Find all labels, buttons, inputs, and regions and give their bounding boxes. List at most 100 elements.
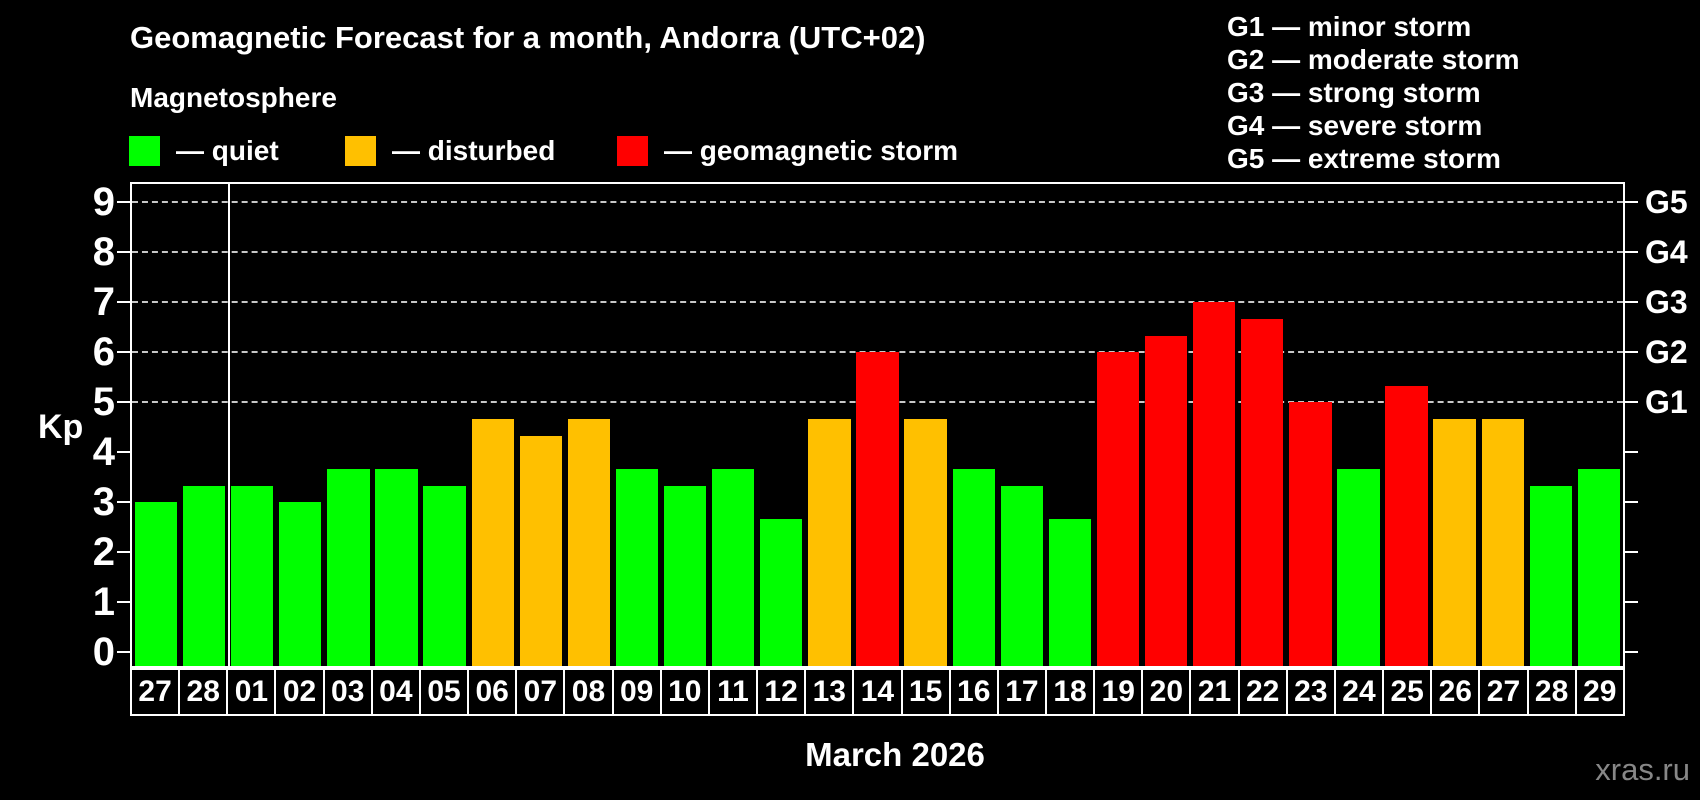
right-axis-tick bbox=[1625, 251, 1638, 253]
y-axis-tick bbox=[117, 601, 130, 603]
day-label: 17 bbox=[996, 670, 1045, 714]
x-axis-title: March 2026 bbox=[805, 736, 985, 773]
right-axis-tick bbox=[1625, 351, 1638, 353]
watermark: xras.ru bbox=[1595, 752, 1690, 787]
day-label: 09 bbox=[611, 670, 660, 714]
day-label: 20 bbox=[1141, 670, 1189, 714]
g-legend-line-g5: G5 — extreme storm bbox=[1227, 143, 1501, 174]
kp-bar bbox=[1096, 352, 1140, 666]
right-axis-tick bbox=[1625, 551, 1638, 553]
disturbed-swatch-icon bbox=[345, 136, 376, 166]
kp-bar bbox=[808, 418, 851, 666]
plot-inner bbox=[132, 184, 1623, 666]
x-axis-day-labels: 27 28 01 02 03 04 05 06 07 08 09 10 11 12 13 14 15 16 17 18… bbox=[130, 668, 1625, 716]
day-label: 15 bbox=[900, 670, 949, 714]
month-separator-line bbox=[228, 184, 231, 666]
day-label: 02 bbox=[274, 670, 322, 714]
g-legend-line-g4: G4 — severe storm bbox=[1227, 110, 1483, 141]
right-axis-tick bbox=[1625, 301, 1638, 303]
day-label: 11 bbox=[707, 670, 756, 714]
quiet-swatch-icon bbox=[129, 136, 160, 166]
y-axis-tick bbox=[117, 501, 130, 503]
y-tick-label: 9 bbox=[92, 180, 115, 224]
y-axis-title: Kp bbox=[38, 408, 84, 446]
legend-item-storm: — geomagnetic storm bbox=[617, 134, 958, 168]
day-label: 19 bbox=[1093, 670, 1141, 714]
kp-bar bbox=[1481, 418, 1524, 666]
y-tick-label: 8 bbox=[92, 230, 115, 274]
kp-bar bbox=[952, 468, 995, 666]
kp-bar bbox=[1241, 318, 1284, 666]
g-legend-line-g1: G1 — minor storm bbox=[1227, 11, 1472, 42]
day-label: 06 bbox=[467, 670, 515, 714]
kp-bar bbox=[1144, 335, 1188, 666]
legend-label-quiet: — quiet bbox=[176, 135, 279, 166]
day-label: 07 bbox=[515, 670, 563, 714]
kp-bar bbox=[1048, 518, 1092, 666]
legend-label-storm: — geomagnetic storm bbox=[664, 135, 959, 166]
day-label: 26 bbox=[1430, 670, 1478, 714]
y-axis-tick bbox=[117, 301, 130, 303]
kp-bar bbox=[615, 468, 659, 666]
g-legend-line-g2: G2 — moderate storm bbox=[1227, 44, 1520, 75]
kp-bar bbox=[1385, 385, 1428, 666]
chart-subtitle: Magnetosphere bbox=[130, 82, 337, 113]
day-label: 03 bbox=[322, 670, 371, 714]
legend-label-disturbed: — disturbed bbox=[392, 135, 556, 166]
y-axis-tick bbox=[117, 201, 130, 203]
day-label: 27 bbox=[1478, 670, 1526, 714]
y-axis-tick bbox=[117, 651, 130, 653]
right-axis-tick bbox=[1625, 651, 1638, 653]
plot-area bbox=[130, 182, 1625, 668]
day-label: 14 bbox=[852, 670, 900, 714]
right-axis-tick bbox=[1625, 201, 1638, 203]
y-tick-label: 1 bbox=[92, 580, 115, 624]
day-label: 04 bbox=[370, 670, 419, 714]
kp-bar bbox=[663, 485, 707, 666]
day-label: 01 bbox=[226, 670, 274, 714]
kp-bar bbox=[1289, 402, 1332, 666]
kp-bar bbox=[423, 485, 466, 666]
y-axis-tick bbox=[117, 401, 130, 403]
y-axis-tick bbox=[117, 351, 130, 353]
day-label: 05 bbox=[418, 670, 467, 714]
kp-bar bbox=[1337, 468, 1380, 666]
page-title: Geomagnetic Forecast for a month, Andorr… bbox=[130, 20, 926, 55]
gridline-kp9 bbox=[132, 201, 1623, 203]
kp-bar bbox=[712, 468, 755, 666]
storm-swatch-icon bbox=[617, 136, 648, 166]
right-axis-tick bbox=[1625, 451, 1638, 453]
kp-bar bbox=[519, 435, 562, 666]
right-axis-tick bbox=[1625, 501, 1638, 503]
g-axis-label-g2: G2 bbox=[1645, 334, 1688, 370]
y-tick-label: 2 bbox=[92, 530, 115, 574]
gridline-kp8 bbox=[132, 251, 1623, 253]
legend-item-quiet: — quiet bbox=[129, 134, 279, 168]
g-axis-label-g4: G4 bbox=[1645, 234, 1688, 270]
day-label: 29 bbox=[1574, 670, 1623, 714]
y-tick-label: 6 bbox=[92, 330, 115, 374]
day-label: 27 bbox=[138, 675, 172, 708]
day-label: 23 bbox=[1285, 670, 1334, 714]
kp-bar bbox=[327, 468, 370, 666]
kp-bar bbox=[1433, 418, 1476, 666]
day-label: 12 bbox=[756, 670, 804, 714]
kp-bar bbox=[279, 502, 322, 666]
y-axis-tick bbox=[117, 251, 130, 253]
y-axis-tick bbox=[117, 551, 130, 553]
y-tick-label: 4 bbox=[92, 430, 115, 474]
right-axis-tick bbox=[1625, 401, 1638, 403]
g-axis-label-g5: G5 bbox=[1645, 184, 1688, 220]
kp-bar bbox=[134, 502, 178, 666]
day-label: 25 bbox=[1382, 670, 1430, 714]
day-label: 13 bbox=[804, 670, 852, 714]
day-label: 21 bbox=[1189, 670, 1237, 714]
kp-bar bbox=[182, 485, 226, 666]
day-label: 22 bbox=[1237, 670, 1286, 714]
kp-bar bbox=[375, 468, 418, 666]
y-tick-label: 3 bbox=[92, 480, 115, 524]
g-legend-line-g3: G3 — strong storm bbox=[1227, 77, 1481, 108]
kp-bar bbox=[471, 418, 514, 666]
kp-bar bbox=[856, 352, 899, 666]
